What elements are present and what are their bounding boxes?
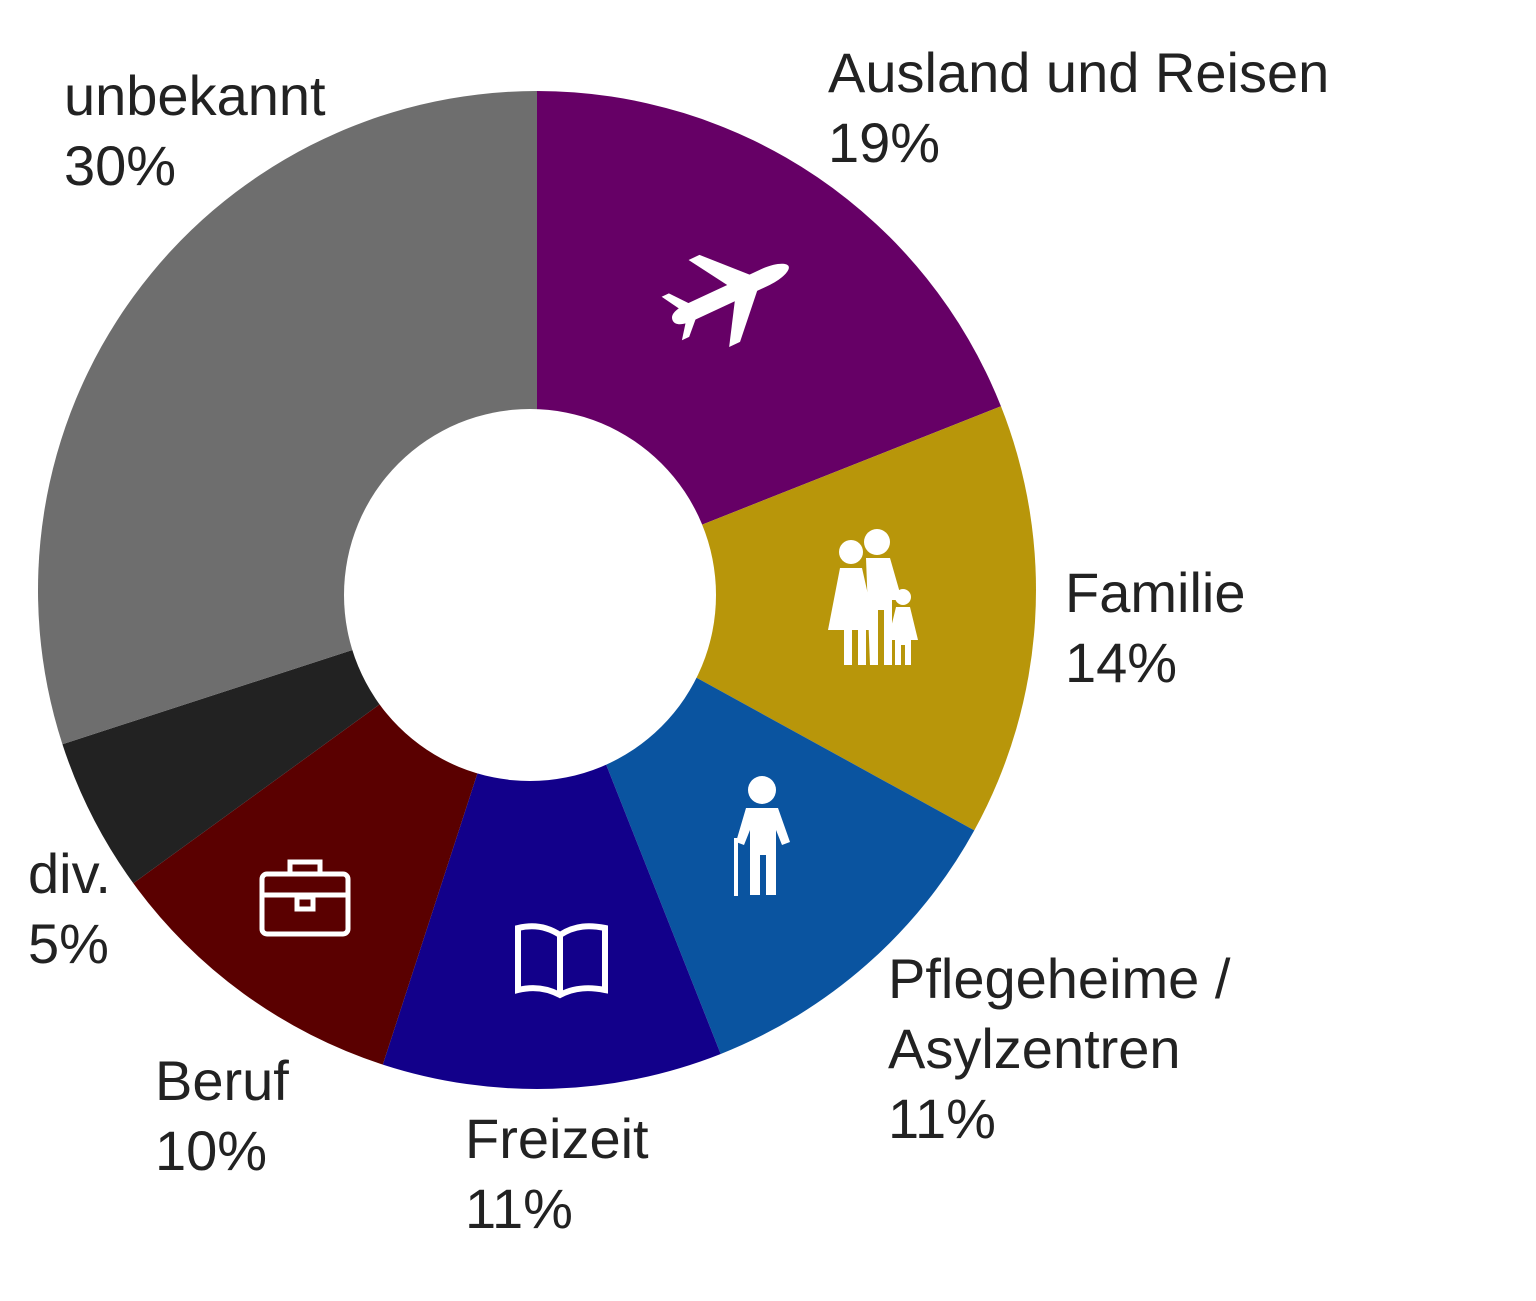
- category-label: Familie: [1065, 561, 1245, 624]
- book-icon: [515, 923, 608, 999]
- percent-label: 10%: [155, 1119, 267, 1182]
- data-label: Familie 14%: [1065, 561, 1245, 694]
- percent-label: 11%: [888, 1087, 996, 1150]
- labels: Ausland und Reisen 19% Familie 14% Pflegehei…: [28, 41, 1329, 1240]
- category-label: unbekannt: [64, 64, 326, 127]
- data-label: Ausland und Reisen 19%: [828, 41, 1329, 174]
- slice-familie: [537, 406, 1036, 831]
- category-label: Asylzentren: [888, 1017, 1181, 1080]
- percent-label: 30%: [64, 134, 176, 197]
- data-label: Freizeit 11%: [465, 1107, 649, 1240]
- category-label: Freizeit: [465, 1107, 649, 1170]
- data-label: div. 5%: [28, 842, 111, 975]
- percent-label: 5%: [28, 912, 109, 975]
- airplane-icon: [661, 254, 789, 347]
- category-label: Beruf: [155, 1049, 289, 1112]
- briefcase-icon: [259, 859, 351, 937]
- data-label: Pflegeheime / Asylzentren 11%: [888, 947, 1231, 1150]
- percent-label: 14%: [1065, 631, 1177, 694]
- category-label: Pflegeheime /: [888, 947, 1231, 1010]
- category-label: div.: [28, 842, 111, 905]
- category-label: Ausland und Reisen: [828, 41, 1329, 104]
- elderly-person-icon: [734, 776, 790, 896]
- family-icon: [828, 529, 918, 665]
- percent-label: 11%: [465, 1177, 573, 1240]
- data-label: unbekannt 30%: [64, 64, 326, 197]
- donut-hole: [344, 409, 716, 781]
- percent-label: 19%: [828, 111, 940, 174]
- data-label: Beruf 10%: [155, 1049, 289, 1182]
- slice-freizeit: [382, 590, 721, 1089]
- icons: [259, 254, 918, 999]
